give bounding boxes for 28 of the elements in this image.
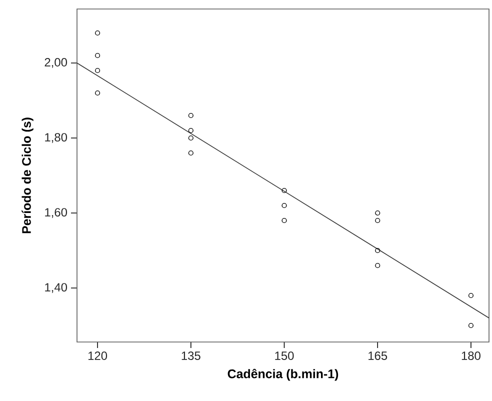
point <box>95 90 100 96</box>
y-tick-label: 2,00 <box>44 58 68 68</box>
point <box>282 218 287 224</box>
x-tick-label: 150 <box>275 352 294 360</box>
point <box>375 210 380 216</box>
y-tick-label: 1,80 <box>45 133 68 143</box>
x-tick-label: 180 <box>462 352 480 360</box>
point <box>468 292 474 298</box>
point <box>375 262 380 268</box>
point <box>188 135 194 141</box>
point <box>282 202 287 208</box>
y-axis-title: Período de Ciclo (s) <box>22 118 34 234</box>
point <box>375 248 380 254</box>
point <box>95 52 100 58</box>
x-tick-label: 120 <box>88 352 108 360</box>
x-axis-title: Cadência (b.min-1) <box>228 368 338 381</box>
point <box>188 128 194 134</box>
point <box>468 322 474 328</box>
point <box>95 68 100 74</box>
point <box>282 188 287 194</box>
y-tick-label: 1,60 <box>45 208 68 218</box>
point <box>188 150 194 156</box>
x-tick-label: 135 <box>182 352 200 360</box>
x-tick-label: 165 <box>368 352 388 360</box>
y-tick-label: 1,40 <box>45 283 68 293</box>
point <box>188 112 194 118</box>
point <box>95 30 100 36</box>
point <box>375 218 380 224</box>
